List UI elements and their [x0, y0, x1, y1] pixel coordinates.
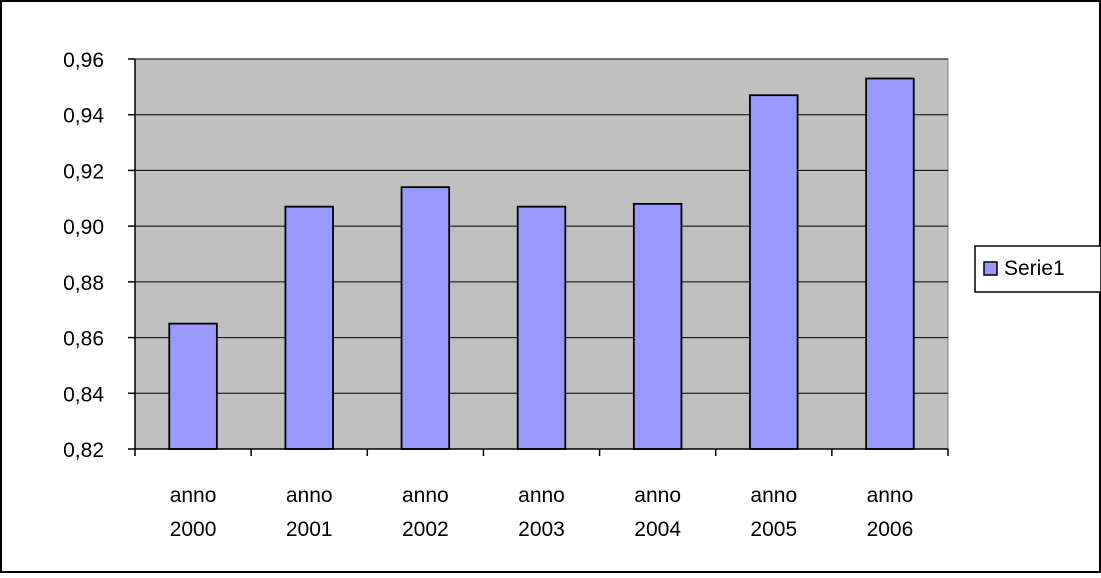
- bar: [168, 322, 218, 450]
- x-tick-label: anno 2006: [867, 484, 914, 541]
- bar: [400, 186, 451, 450]
- y-tick-label: 0,86: [63, 328, 104, 351]
- y-tick-label: 0,84: [63, 383, 104, 406]
- x-tick-label: anno 2000: [170, 484, 217, 541]
- x-tick-label: anno 2005: [750, 484, 797, 541]
- legend-swatch: [983, 261, 998, 276]
- x-tick-label: anno 2003: [518, 484, 565, 541]
- x-tick-label: anno 2002: [402, 484, 449, 541]
- bars: [168, 77, 915, 450]
- legend: Serie1: [974, 245, 1101, 293]
- y-axis: 0,82 0,84 0,86 0,88 0,90 0,92 0,94 0,96: [63, 49, 136, 462]
- x-axis: anno 2000 anno 2001 anno 2002 anno 2003 anno 2004…: [134, 448, 949, 541]
- bar: [749, 94, 799, 450]
- y-tick-label: 0,94: [63, 105, 104, 128]
- y-tick-label: 0,82: [63, 439, 104, 462]
- y-tick-label: 0,92: [63, 160, 104, 183]
- bar: [516, 205, 567, 450]
- y-tick-label: 0,96: [63, 49, 104, 72]
- bar: [284, 205, 334, 450]
- y-tick-label: 0,88: [63, 272, 104, 295]
- bar: [865, 77, 915, 450]
- x-tick-label: anno 2001: [286, 484, 333, 541]
- bar: [632, 202, 683, 450]
- legend-label: Serie1: [1004, 257, 1065, 280]
- y-tick-label: 0,90: [63, 216, 104, 239]
- x-tick-label: anno 2004: [634, 484, 681, 541]
